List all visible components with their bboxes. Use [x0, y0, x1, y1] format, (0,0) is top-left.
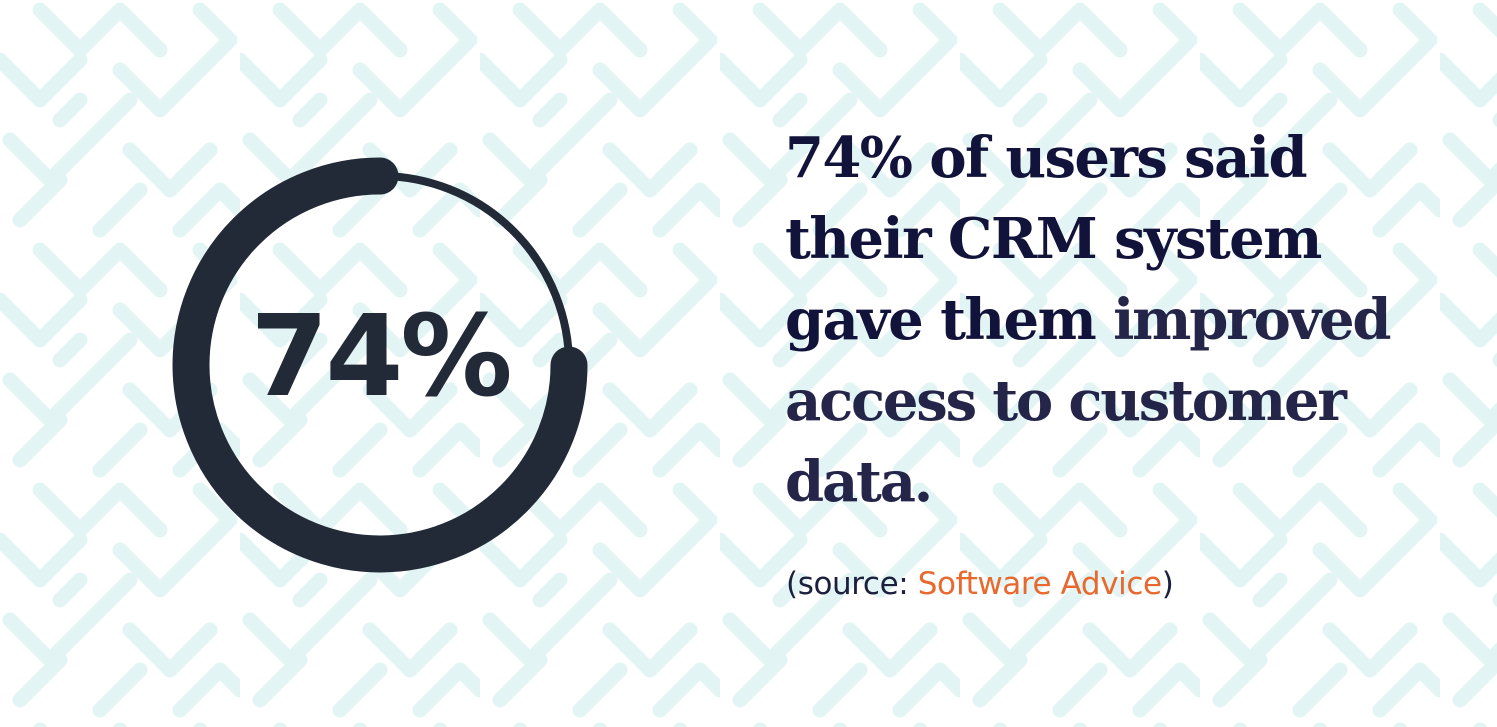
gauge-fill-arc	[172, 157, 588, 573]
gauge-value-label: 74%	[250, 292, 512, 422]
percentage-gauge: 74%	[172, 157, 588, 573]
statement-line-5: data.	[785, 449, 933, 515]
statement-line-2: their CRM system	[785, 206, 1322, 272]
statement-line-3: gave them improved	[785, 287, 1392, 353]
statement-line-1: 74% of users said	[785, 125, 1308, 191]
gauge-track-arc	[376, 172, 573, 369]
source-link-software-advice[interactable]: Software Advice	[917, 566, 1162, 602]
statistic-statement: 74% of users said their CRM system gave …	[785, 118, 1392, 523]
statement-line-4: access to customer	[785, 368, 1347, 434]
source-suffix: )	[1161, 566, 1174, 602]
source-prefix: (source:	[786, 566, 918, 602]
source-citation: (source: Software Advice)	[786, 566, 1174, 602]
